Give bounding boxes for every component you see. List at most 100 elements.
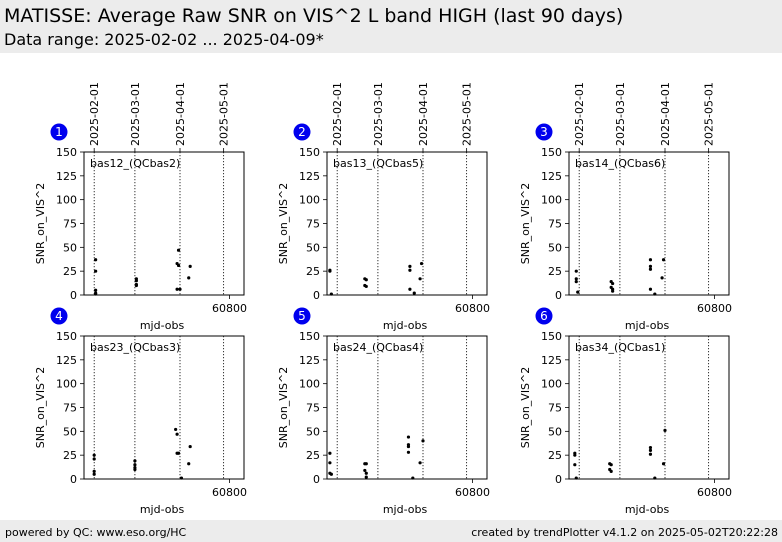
y-tick-label: 75 — [306, 402, 320, 415]
data-point — [648, 287, 653, 291]
panel-badge-number: 4 — [55, 309, 63, 323]
y-tick-label: 25 — [306, 265, 320, 278]
data-point — [134, 279, 138, 283]
data-point — [175, 287, 179, 291]
y-tick-label: 50 — [306, 241, 320, 254]
y-tick-label: 125 — [56, 170, 77, 183]
y-tick-label: 75 — [306, 218, 320, 231]
y-tick-label: 0 — [70, 289, 77, 302]
data-point — [329, 472, 333, 476]
panel-2: 2 2025-02-01 2025-03-01 2025-04-01 2025-05-0… — [277, 82, 490, 332]
x-axis-label: mjd-obs — [625, 503, 670, 516]
data-point — [364, 471, 368, 475]
data-point — [573, 453, 577, 457]
data-point — [648, 267, 653, 271]
panel-4: 4 0 25 50 75 100 125 150 60800 mjd-obs SNR_on_VIS^… — [34, 307, 247, 516]
date-tick-label: 2025-03-01 — [372, 82, 385, 146]
data-point — [574, 476, 578, 480]
y-tick-label: 50 — [548, 241, 562, 254]
data-point — [574, 277, 578, 281]
data-point — [576, 290, 580, 294]
y-tick-label: 0 — [555, 473, 562, 486]
data-point — [176, 263, 181, 268]
y-tick-label: 0 — [313, 289, 320, 302]
data-point — [178, 287, 182, 291]
data-point — [648, 452, 653, 456]
data-point — [94, 292, 98, 296]
data-point — [363, 468, 367, 473]
plot-frame — [568, 151, 730, 296]
y-tick-label: 75 — [548, 402, 562, 415]
data-point — [187, 462, 191, 466]
y-tick-label: 100 — [299, 378, 320, 391]
y-tick-label: 25 — [63, 449, 77, 462]
panel-1: 1 2025-02-01 2025-03-01 2025-04-01 2025-05-0… — [34, 82, 247, 332]
y-tick-label: 125 — [299, 354, 320, 367]
plot-frame — [568, 335, 730, 480]
data-point — [611, 281, 615, 286]
y-tick-label: 150 — [56, 146, 77, 159]
x-tick-label: 60800 — [697, 486, 732, 499]
y-tick-label: 125 — [541, 354, 562, 367]
panel-badge-circle — [535, 307, 553, 325]
date-tick-label: 2025-05-01 — [703, 82, 716, 146]
panel-label: bas24_(QCbas4) — [333, 341, 423, 354]
data-point — [418, 461, 422, 465]
data-point — [133, 459, 137, 463]
page-title: MATISSE: Average Raw SNR on VIS^2 L band… — [4, 5, 624, 27]
data-point — [92, 457, 96, 461]
y-tick-label: 25 — [548, 265, 562, 278]
data-point — [188, 444, 192, 449]
data-point — [661, 258, 666, 262]
data-point — [653, 476, 657, 480]
y-tick-label: 50 — [63, 425, 77, 438]
y-tick-label: 0 — [555, 289, 562, 302]
data-point — [364, 462, 368, 466]
panel-badge-number: 6 — [540, 309, 548, 323]
data-point — [421, 439, 425, 443]
data-point — [176, 248, 181, 252]
y-axis-label: SNR_on_VIS^2 — [277, 367, 290, 449]
y-tick-label: 50 — [63, 241, 77, 254]
plot-frame — [326, 151, 488, 296]
data-point — [133, 463, 137, 467]
data-point — [408, 287, 412, 291]
x-axis-label: mjd-obs — [625, 319, 670, 332]
data-point — [611, 289, 615, 293]
data-point — [648, 445, 653, 450]
data-point — [174, 427, 178, 432]
plot-frame — [83, 335, 245, 480]
panel-label: bas14_(QCbas6) — [575, 157, 665, 170]
panel-badge-circle — [50, 123, 68, 141]
data-point — [648, 448, 653, 452]
y-tick-label: 100 — [541, 194, 562, 207]
plot-frame — [83, 151, 245, 296]
data-point — [574, 280, 578, 284]
panel-5: 5025507510012515060800mjd-obsSNR_on_VIS^… — [277, 307, 490, 516]
date-tick-label: 2025-02-01 — [331, 82, 344, 146]
x-axis-label: mjd-obs — [140, 319, 185, 332]
x-tick-label: 60800 — [212, 486, 247, 499]
data-point — [406, 444, 411, 449]
y-tick-label: 75 — [63, 402, 77, 415]
data-point — [412, 291, 416, 295]
y-tick-label: 100 — [56, 194, 77, 207]
y-tick-label: 50 — [548, 425, 562, 438]
data-point — [419, 261, 424, 266]
date-tick-label: 2025-02-01 — [88, 82, 101, 146]
data-point — [661, 462, 666, 466]
footer-powered-by[interactable]: powered by QC: www.eso.org/HC — [5, 526, 187, 539]
panel-badge-number: 1 — [55, 125, 63, 139]
data-point — [179, 476, 184, 480]
x-tick-label: 60800 — [697, 302, 732, 315]
panel-badge-number: 5 — [298, 309, 306, 323]
data-point — [648, 264, 653, 268]
y-tick-label: 100 — [541, 378, 562, 391]
data-point — [188, 264, 192, 268]
data-point — [329, 292, 333, 296]
data-point — [411, 476, 415, 480]
y-tick-label: 100 — [56, 378, 77, 391]
y-tick-label: 75 — [63, 218, 77, 231]
data-point — [364, 284, 368, 289]
y-tick-label: 0 — [313, 473, 320, 486]
